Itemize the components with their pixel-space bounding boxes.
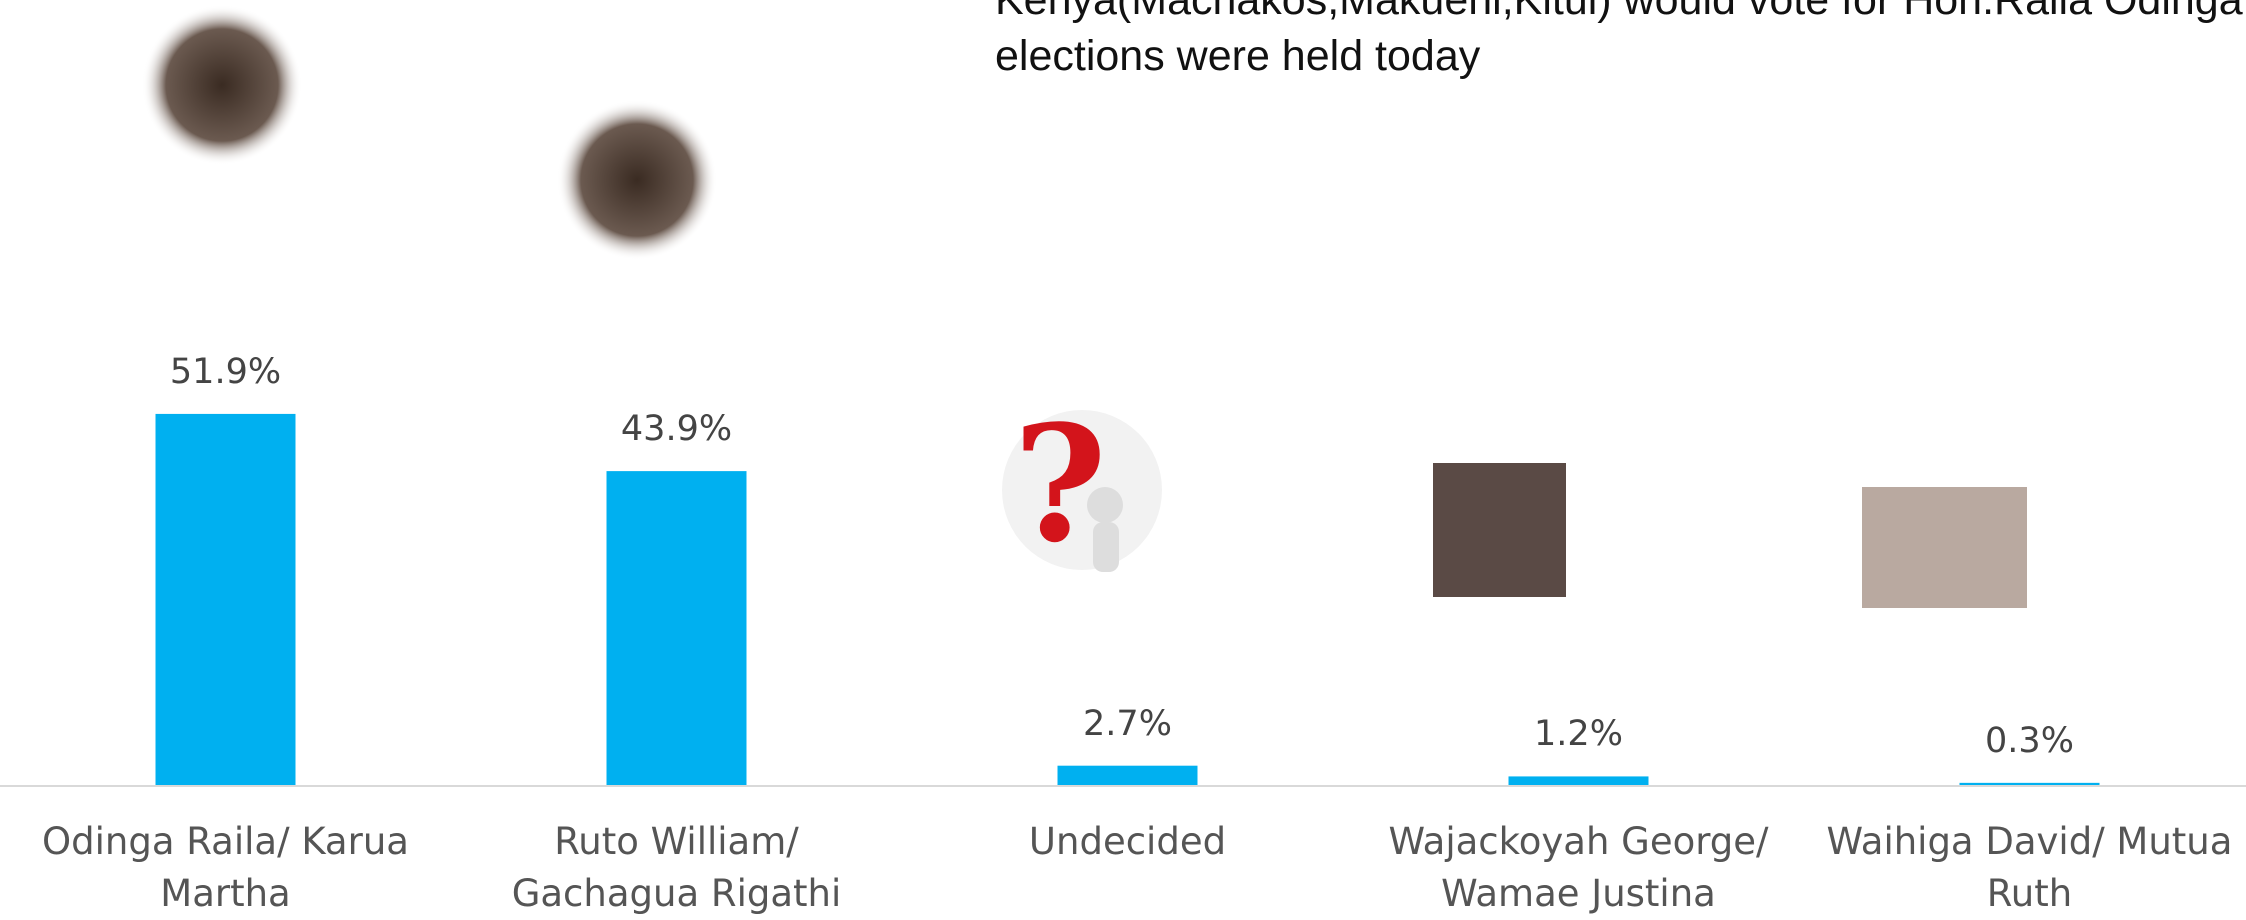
photo — [557, 100, 717, 260]
photo — [142, 5, 302, 165]
x-tick-label: Ruto William/ Gachagua Rigathi — [457, 816, 897, 920]
photo — [1862, 487, 2027, 608]
bar — [1960, 783, 2100, 785]
bar — [1058, 766, 1198, 785]
value-label: 0.3% — [1930, 721, 2130, 761]
chart: ? — [0, 0, 2246, 919]
x-tick-label: Odinga Raila/ Karua Martha — [6, 816, 446, 920]
x-tick-label: Waihiga David/ Mutua Ruth — [1810, 816, 2246, 920]
value-label: 51.9% — [126, 352, 326, 392]
value-label: 43.9% — [577, 409, 777, 449]
value-label: 1.2% — [1479, 714, 1679, 754]
x-tick-label: Wajackoyah George/ Wamae Justina — [1359, 816, 1799, 920]
page: Kenya(Machakos,Makueni,Kitui) would vote… — [0, 0, 2246, 919]
bar — [156, 414, 296, 785]
bar — [607, 471, 747, 785]
question-icon: ? — [1002, 390, 1162, 578]
bar — [1509, 776, 1649, 785]
svg-text:?: ? — [1013, 390, 1107, 578]
value-label: 2.7% — [1028, 704, 1228, 744]
photo — [1433, 463, 1566, 597]
x-tick-label: Undecided — [908, 816, 1348, 868]
